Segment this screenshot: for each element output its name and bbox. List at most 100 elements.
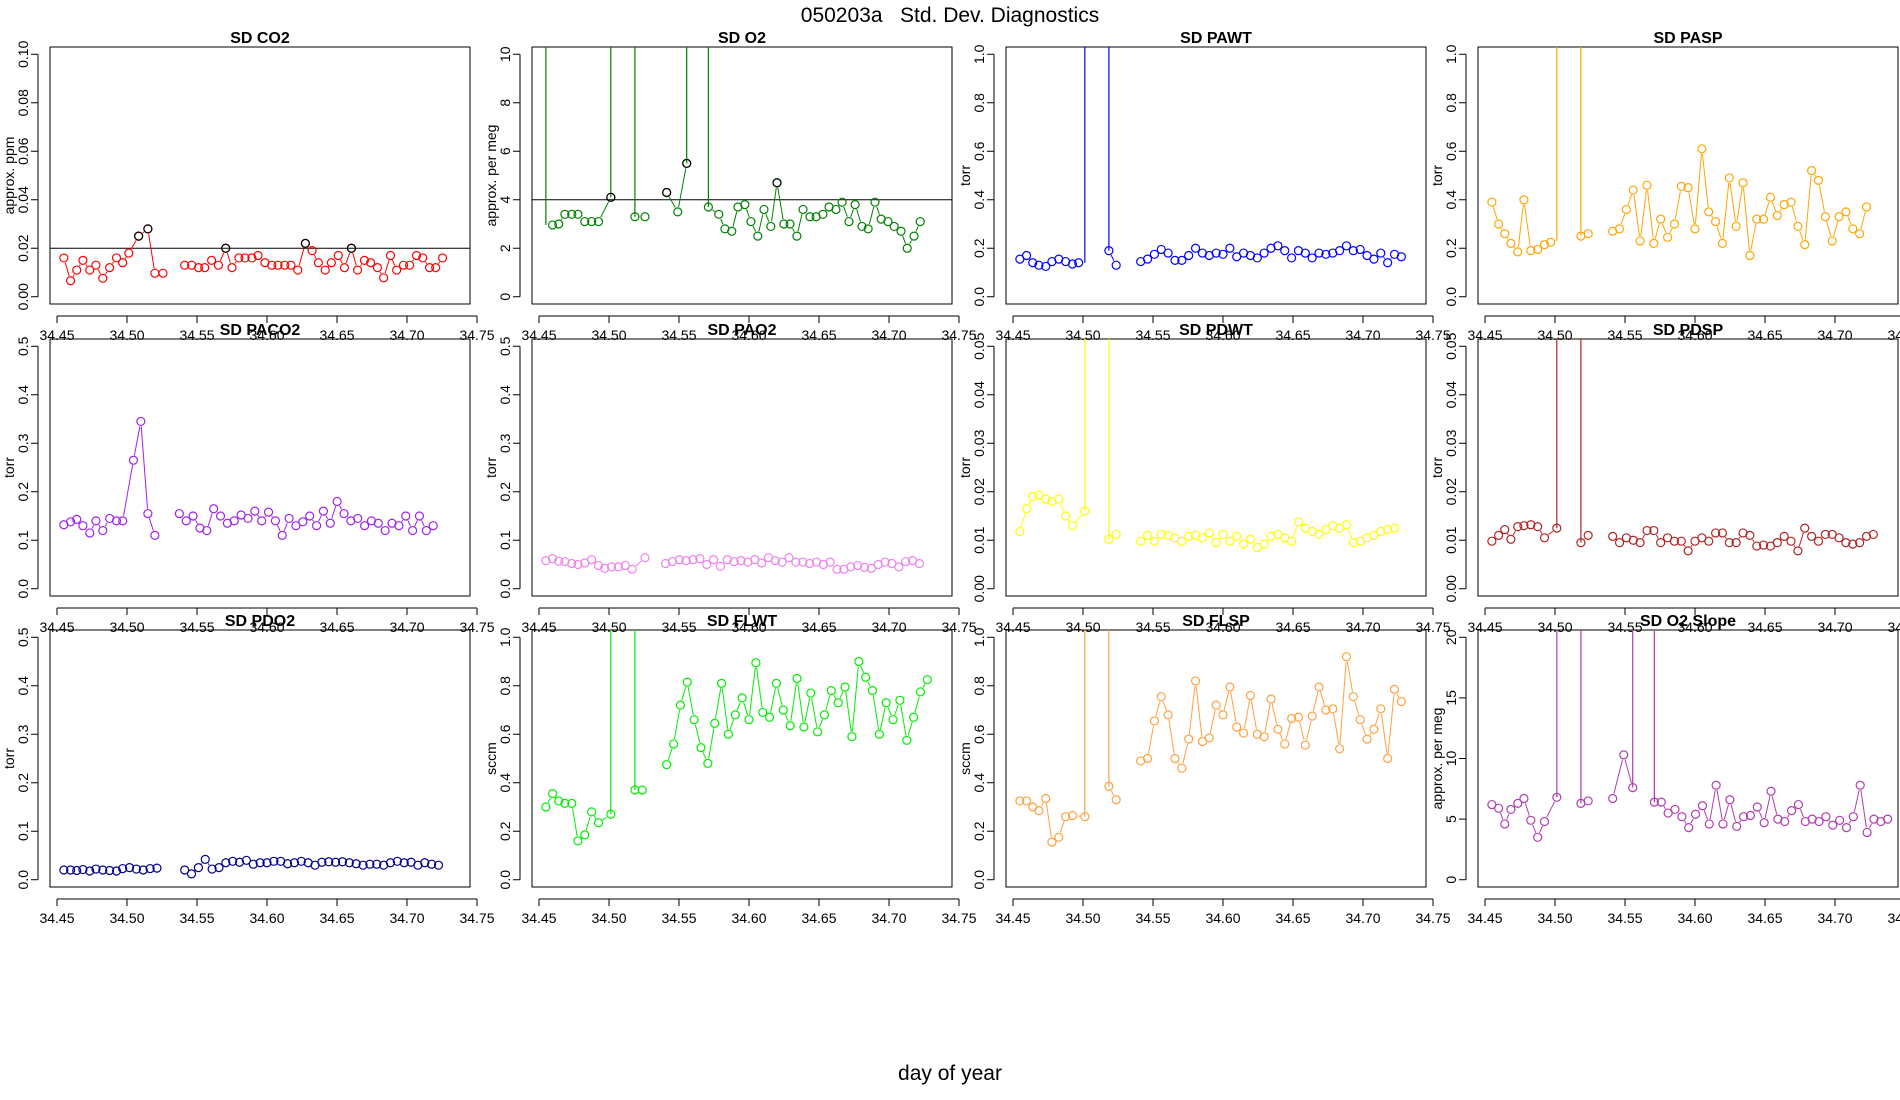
series-segment bbox=[1539, 825, 1543, 833]
data-point bbox=[105, 263, 115, 273]
data-point bbox=[105, 865, 115, 876]
series-segment bbox=[1045, 803, 1052, 838]
data-point bbox=[1177, 536, 1187, 546]
series-segment bbox=[1250, 700, 1257, 730]
data-point bbox=[753, 231, 763, 241]
data-point bbox=[392, 265, 402, 275]
data-point bbox=[181, 516, 191, 526]
series-segment bbox=[1684, 820, 1687, 824]
data-point bbox=[150, 530, 160, 540]
series-segment bbox=[148, 518, 154, 531]
data-point bbox=[1211, 248, 1221, 258]
data-point bbox=[1539, 533, 1550, 543]
data-point bbox=[1238, 728, 1249, 738]
data-point bbox=[1710, 528, 1721, 538]
data-point bbox=[1321, 249, 1331, 259]
series-segment bbox=[313, 254, 317, 259]
page-x-axis-label: day of year bbox=[898, 1062, 1002, 1085]
data-point bbox=[1280, 739, 1290, 749]
series-segment bbox=[765, 213, 770, 222]
y-tick-label: 0.5 bbox=[15, 336, 31, 356]
y-tick-label: 10 bbox=[1443, 751, 1459, 767]
panel-title: SD PDO2 bbox=[225, 613, 295, 630]
panel-11: SD O2 Slope 34.45 34.50 34.55 34.60 34.65 34.7… bbox=[1429, 613, 1900, 926]
data-point bbox=[1348, 692, 1358, 702]
x-tick-label: 34.70 bbox=[389, 910, 424, 926]
y-tick-label: 4 bbox=[497, 196, 513, 204]
data-point bbox=[771, 678, 782, 688]
y-axis-label: torr bbox=[957, 165, 973, 186]
series-segment bbox=[1243, 700, 1251, 729]
series-segment bbox=[872, 695, 880, 730]
series-segment bbox=[352, 252, 357, 266]
data-point bbox=[1676, 536, 1686, 546]
x-tick-label: 34.65 bbox=[801, 910, 836, 926]
series-segment bbox=[85, 264, 88, 267]
series-segment bbox=[894, 704, 899, 716]
y-axis-label: torr bbox=[1, 457, 17, 478]
series-segment bbox=[1833, 221, 1839, 237]
data-point bbox=[1649, 525, 1659, 536]
series-segment bbox=[1690, 818, 1694, 824]
data-point bbox=[65, 276, 76, 286]
series-segment bbox=[1752, 539, 1755, 543]
data-point bbox=[324, 857, 334, 867]
series-segment bbox=[345, 252, 351, 264]
data-point bbox=[1807, 166, 1817, 176]
data-point bbox=[1047, 837, 1057, 847]
data-point bbox=[881, 698, 891, 708]
data-point bbox=[673, 207, 683, 217]
x-tick-label: 34.65 bbox=[801, 327, 836, 343]
plot-area bbox=[541, 553, 924, 574]
series-segment bbox=[856, 209, 861, 222]
series-segment bbox=[850, 209, 854, 218]
data-point bbox=[1225, 682, 1235, 692]
data-point bbox=[262, 858, 272, 868]
data-point bbox=[1718, 819, 1728, 829]
series-segment bbox=[1369, 733, 1372, 736]
series-segment bbox=[1347, 529, 1353, 539]
y-tick-label: 0.4 bbox=[971, 190, 987, 210]
series-segment bbox=[142, 231, 145, 234]
data-point bbox=[1156, 244, 1166, 255]
data-point bbox=[1111, 260, 1121, 270]
y-tick-label: 0.04 bbox=[971, 381, 987, 408]
y-axis-label: torr bbox=[1, 748, 17, 769]
y-tick-label: 1.0 bbox=[1443, 44, 1459, 64]
series-segment bbox=[712, 209, 715, 212]
plot-area bbox=[532, 47, 952, 253]
data-point bbox=[131, 864, 141, 874]
data-point bbox=[339, 508, 349, 519]
series-segment bbox=[140, 426, 148, 509]
panel-10: SD FLSP 34.45 34.50 34.55 34.60 34.65 34.70 34.… bbox=[957, 613, 1451, 926]
data-point bbox=[150, 268, 160, 278]
series-segment bbox=[226, 252, 231, 264]
data-point bbox=[1731, 221, 1741, 232]
panel-title: SD FLSP bbox=[1182, 613, 1250, 630]
x-tick-label: 34.55 bbox=[1135, 619, 1170, 635]
series-segment bbox=[1492, 206, 1498, 220]
data-point bbox=[1259, 248, 1269, 258]
data-point bbox=[798, 204, 808, 215]
data-point bbox=[1656, 797, 1666, 807]
y-tick-label: 0 bbox=[497, 293, 513, 301]
data-point bbox=[1526, 246, 1536, 256]
x-tick-label: 34.65 bbox=[319, 327, 354, 343]
series-segment bbox=[1716, 226, 1722, 239]
series-segment bbox=[1868, 823, 1873, 829]
data-point bbox=[1104, 781, 1114, 791]
series-segment bbox=[1512, 530, 1516, 536]
series-segment bbox=[635, 560, 642, 567]
series-segment bbox=[843, 206, 848, 218]
data-point bbox=[427, 859, 437, 869]
data-point bbox=[1149, 536, 1160, 546]
panel-title: SD O2 Slope bbox=[1640, 613, 1736, 630]
series-segment bbox=[105, 271, 108, 275]
y-tick-label: 0.0 bbox=[1443, 287, 1459, 307]
data-point bbox=[587, 555, 597, 565]
data-point bbox=[91, 516, 101, 526]
data-point bbox=[637, 785, 647, 795]
series-segment bbox=[900, 705, 907, 736]
data-point bbox=[317, 857, 327, 867]
data-point bbox=[729, 556, 739, 567]
